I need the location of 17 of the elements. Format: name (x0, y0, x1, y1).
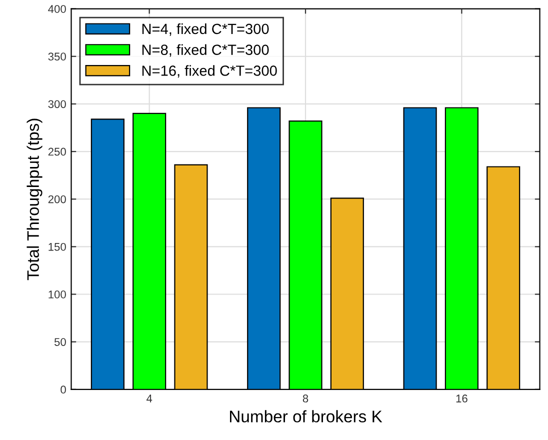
y-tick-label: 250 (48, 148, 66, 156)
legend-label: N=8, fixed C*T=300 (142, 44, 269, 57)
y-tick-label: 400 (48, 5, 66, 13)
x-tick-label: 16 (456, 394, 468, 402)
x-tick-label: 8 (302, 394, 308, 402)
legend-label: N=4, fixed C*T=300 (142, 23, 269, 36)
y-tick-label: 350 (48, 52, 66, 61)
y-tick-label: 0 (60, 386, 66, 394)
x-tick-label: 4 (146, 394, 152, 402)
y-axis-title: Total Throughput (tps) (26, 118, 42, 280)
y-tick-label: 50 (54, 338, 66, 346)
y-tick-label: 100 (48, 290, 66, 298)
y-tick-label: 200 (48, 195, 66, 204)
y-tick-label: 300 (48, 100, 66, 108)
legend-label: N=16, fixed C*T=300 (142, 65, 277, 78)
y-tick-label: 150 (48, 242, 66, 251)
x-axis-title: Number of brokers K (230, 410, 382, 422)
